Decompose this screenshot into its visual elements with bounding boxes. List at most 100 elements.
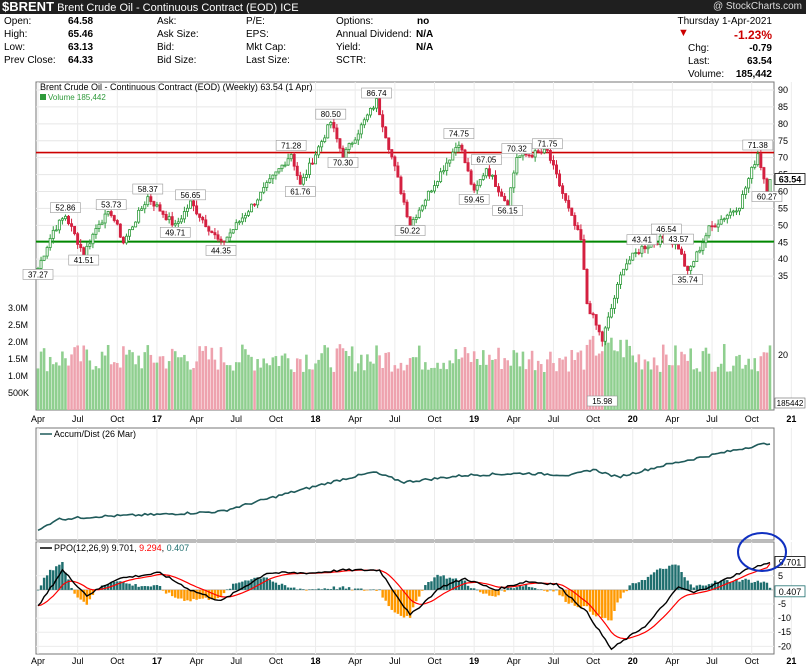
candle-body — [460, 144, 464, 151]
ppo-histogram-bar — [475, 589, 479, 591]
candle-body — [274, 171, 278, 176]
volume-bar — [61, 351, 64, 410]
dividend-value: N/A — [416, 29, 434, 40]
ppo-histogram-bar — [607, 589, 610, 621]
ppo-histogram-bar — [155, 585, 159, 590]
candle-body — [216, 234, 220, 240]
candle-body — [70, 223, 74, 227]
ppo-histogram-bar — [704, 585, 708, 590]
candle-body — [387, 137, 391, 150]
x-tick-label: Oct — [427, 656, 442, 666]
volume-bar — [576, 352, 580, 410]
volume-bar — [521, 351, 525, 410]
price-tick-label: 90 — [778, 85, 788, 95]
candle-body — [259, 191, 263, 201]
candle-body — [243, 215, 247, 219]
candle-body — [622, 268, 626, 276]
ppo-histogram-bar — [119, 581, 122, 590]
volume-bar — [719, 363, 723, 410]
ppo-histogram-bar — [280, 583, 284, 590]
x-tick-label: Oct — [586, 656, 601, 666]
candle-body — [484, 168, 488, 177]
volume-bar — [488, 354, 491, 410]
candle-body — [603, 327, 607, 342]
candle-body — [509, 187, 513, 209]
ppo-histogram-bar — [692, 587, 695, 590]
volume-bar — [655, 365, 659, 410]
candle-body — [353, 139, 357, 144]
x-tick-label: Jul — [230, 656, 242, 666]
volume-bar — [570, 349, 574, 410]
ppo-histogram-bar — [744, 578, 747, 590]
ppo-histogram-bar — [311, 589, 314, 590]
candle-body — [271, 174, 275, 180]
volume-bar — [561, 359, 564, 410]
ppo-histogram-bar — [67, 579, 70, 590]
price-label: 71.28 — [281, 141, 302, 150]
volume-bar — [192, 368, 195, 410]
ppo-histogram-bar — [131, 585, 134, 590]
candle-body — [63, 215, 67, 220]
ppo-histogram-bar — [469, 588, 473, 590]
volume-bar — [448, 360, 452, 410]
ppo-histogram-bar — [652, 572, 656, 590]
volume-bar — [222, 362, 226, 410]
candle-body — [734, 210, 738, 213]
price-label: 70.30 — [333, 159, 354, 168]
volume-bar — [509, 365, 513, 410]
ppo-histogram-bar — [436, 574, 439, 590]
ppo-histogram-bar — [286, 587, 290, 590]
ppo-histogram-bar — [195, 589, 198, 600]
ppo-histogram-bar — [564, 589, 567, 602]
quote-date: Thursday 1-Apr-2021 — [677, 16, 773, 27]
price-label: 50.22 — [400, 227, 421, 236]
ppo-histogram-bar — [55, 566, 58, 590]
ppo-histogram-bar — [561, 589, 564, 597]
candle-body — [246, 211, 250, 216]
candle-body — [137, 209, 141, 223]
volume-bar — [289, 369, 293, 410]
candle-body — [637, 252, 641, 254]
candle-body — [368, 107, 372, 116]
volume-bar — [726, 371, 729, 410]
candle-body — [298, 175, 302, 185]
price-label: 80.50 — [321, 110, 342, 119]
candle-body — [518, 155, 522, 158]
candle-body — [567, 199, 571, 209]
candle-body — [128, 229, 131, 237]
volume-bar — [716, 366, 720, 410]
ppo-histogram-bar — [695, 585, 699, 590]
candle-body — [463, 149, 467, 164]
volume-bar — [228, 365, 232, 410]
ppo-histogram-bar — [308, 589, 311, 590]
ppo-histogram-bar — [713, 580, 717, 590]
volume-bar — [698, 371, 702, 410]
ppo-histogram-bar — [747, 579, 750, 590]
volume-bar — [73, 347, 76, 410]
volume-bar — [466, 353, 470, 410]
volume-bar — [765, 352, 769, 410]
last-label: Last: — [688, 56, 710, 67]
volume-bar — [686, 360, 689, 410]
volume-bar — [149, 354, 153, 410]
last-price-tag — [774, 173, 806, 185]
candle-body — [85, 245, 89, 257]
instrument-name: Brent Crude Oil - Continuous Contract (E… — [57, 2, 278, 14]
ppo-histogram-bar — [585, 589, 589, 607]
price-tick-label: 50 — [778, 220, 788, 230]
candle-body — [283, 164, 287, 167]
candle-body — [347, 143, 351, 150]
bidsize-label: Bid Size: — [157, 55, 197, 66]
volume-bar — [710, 371, 714, 410]
candle-body — [100, 222, 104, 225]
price-label: 44.35 — [211, 246, 232, 255]
ppo-histogram-bar — [765, 582, 769, 590]
ppo-histogram-bar — [628, 585, 631, 590]
x-tick-label: Apr — [348, 414, 362, 424]
ppo-histogram-bar — [122, 581, 125, 590]
candle-body — [88, 243, 92, 247]
candle-body — [57, 219, 61, 231]
ppo-histogram-bar — [335, 589, 339, 590]
volume-bar — [88, 360, 92, 410]
